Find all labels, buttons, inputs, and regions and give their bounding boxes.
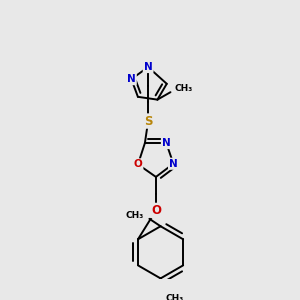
Text: CH₃: CH₃ [174, 84, 193, 93]
Text: N: N [144, 62, 152, 72]
Text: S: S [144, 115, 152, 128]
Text: N: N [162, 138, 171, 148]
Text: CH₃: CH₃ [165, 294, 184, 300]
Text: N: N [127, 74, 136, 84]
Text: O: O [151, 204, 161, 217]
Text: O: O [134, 159, 142, 170]
Text: CH₃: CH₃ [125, 211, 144, 220]
Text: N: N [169, 159, 178, 169]
